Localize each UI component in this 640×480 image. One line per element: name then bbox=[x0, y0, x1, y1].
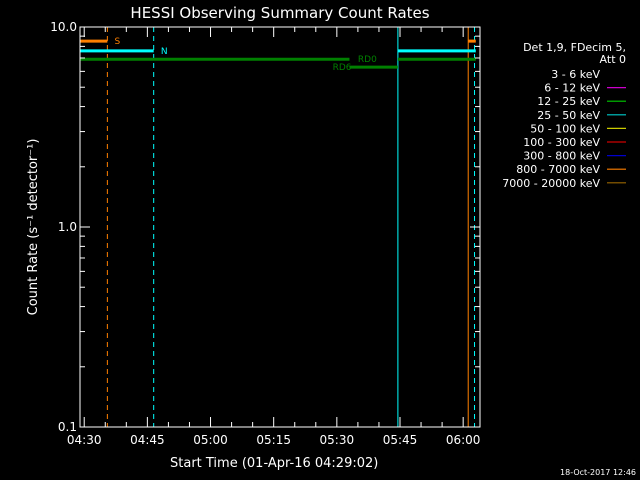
y-tick-label: 10.0 bbox=[50, 20, 77, 34]
flag-label-rd0: RD0 bbox=[358, 55, 377, 65]
legend-entry-label: 50 - 100 keV bbox=[530, 122, 600, 135]
flag-bars bbox=[80, 39, 476, 69]
legend-entry-label: 800 - 7000 keV bbox=[516, 163, 600, 176]
x-tick-label: 05:15 bbox=[256, 433, 291, 447]
x-tick-label: 04:30 bbox=[67, 433, 102, 447]
flag-label-saa: S bbox=[115, 37, 121, 47]
x-tick-label: 05:45 bbox=[383, 433, 418, 447]
flag-labels: S N RD0 RD6 bbox=[115, 37, 378, 73]
legend-entry-label: 100 - 300 keV bbox=[523, 136, 600, 149]
legend-header: Det 1,9, FDecim 5, bbox=[523, 41, 626, 54]
x-tick-label: 06:00 bbox=[446, 433, 481, 447]
x-tick-label: 05:30 bbox=[320, 433, 355, 447]
legend-entry-label: 7000 - 20000 keV bbox=[502, 177, 600, 190]
legend-header: Att 0 bbox=[600, 53, 626, 66]
legend-entry-label: 25 - 50 keV bbox=[537, 109, 600, 122]
legend-entry-label: 6 - 12 keV bbox=[544, 82, 600, 95]
flag-label-night: N bbox=[161, 47, 168, 57]
x-axis-label: Start Time (01-Apr-16 04:29:02) bbox=[170, 456, 378, 471]
y-axis-label: Count Rate (s⁻¹ detector⁻¹) bbox=[26, 139, 41, 316]
legend-entry-label: 12 - 25 keV bbox=[537, 95, 600, 108]
y-tick-label: 0.1 bbox=[58, 420, 77, 434]
x-tick-label: 04:45 bbox=[130, 433, 165, 447]
footer-timestamp: 18-Oct-2017 12:46 bbox=[560, 468, 636, 477]
y-tick-label: 1.0 bbox=[58, 220, 77, 234]
x-tick-label: 05:00 bbox=[193, 433, 228, 447]
legend-entry-label: 300 - 800 keV bbox=[523, 150, 600, 163]
x-axis-ticks: 04:30 04:45 05:00 05:15 05:30 05:45 06:00 bbox=[67, 27, 481, 447]
y-axis-ticks: 10.0 1.0 0.1 bbox=[50, 20, 480, 434]
chart-title: HESSI Observing Summary Count Rates bbox=[130, 4, 429, 22]
legend-entry-label: 3 - 6 keV bbox=[551, 68, 600, 81]
flag-label-rd6: RD6 bbox=[333, 63, 352, 73]
